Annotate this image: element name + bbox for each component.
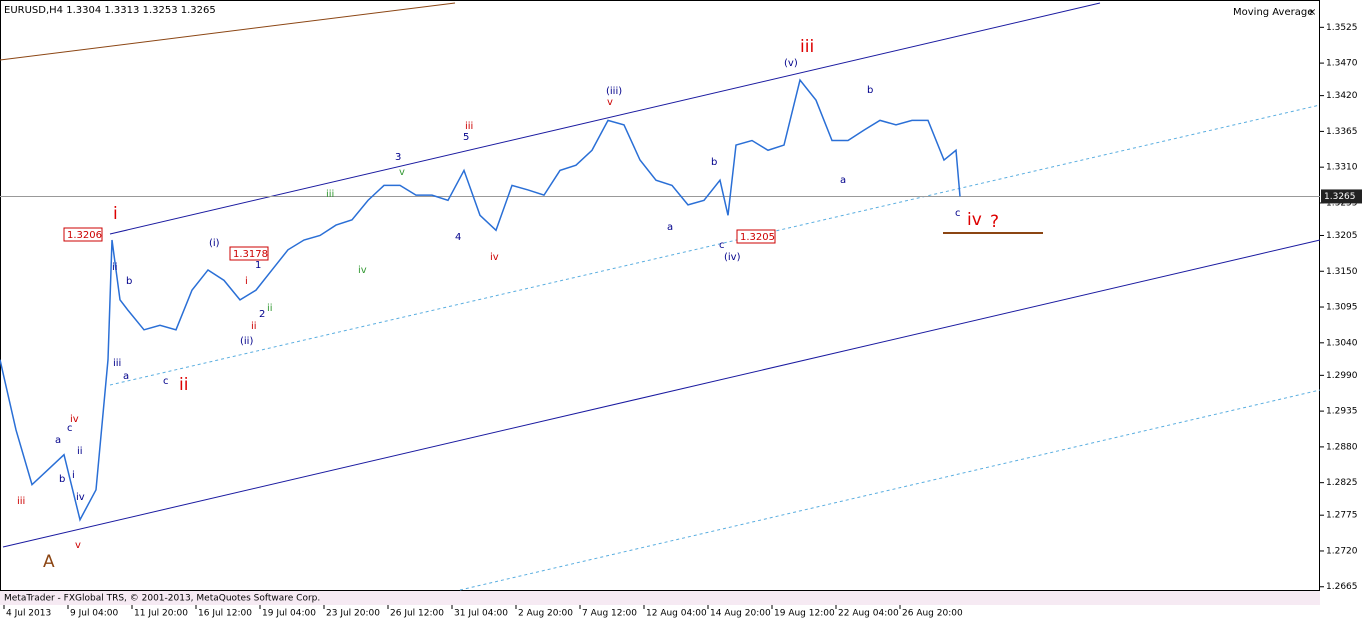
wave-label: iv (490, 252, 499, 263)
y-tick-label: 1.2665 (1326, 582, 1358, 592)
x-tick-label: 4 Jul 2013 (6, 609, 51, 619)
channel-mid (109, 104, 1321, 386)
wave-label: iii (17, 496, 25, 507)
wave-label: 1 (255, 260, 261, 271)
x-tick-label: 12 Aug 04:00 (646, 609, 707, 619)
wave-label: 3 (395, 152, 401, 163)
wave-label: ii (179, 375, 188, 395)
y-tick-label: 1.2935 (1326, 407, 1358, 417)
price-box (736, 229, 776, 244)
y-tick-label: 1.3365 (1326, 127, 1358, 137)
channel-upper (109, 2, 1101, 235)
wave-label: (iv) (724, 252, 741, 263)
wave-label: v (399, 167, 405, 178)
y-tick-label: 1.2990 (1326, 371, 1358, 381)
plot-frame (0, 0, 1320, 591)
price-line (0, 78, 961, 522)
wave-label: a (123, 371, 129, 382)
wave-label: a (55, 435, 61, 446)
price-box (63, 227, 103, 242)
y-tick-label: 1.3095 (1326, 303, 1358, 313)
y-tick-label: 1.3205 (1326, 231, 1358, 241)
y-tick-label: 1.3255 (1326, 198, 1358, 208)
wave-label: iii (326, 189, 334, 200)
subwindow (0, 591, 1320, 605)
y-tick-label: 1.3420 (1326, 91, 1358, 101)
y-tick-label: 1.2880 (1326, 442, 1358, 452)
wave-label: v (607, 97, 613, 108)
x-tick-label: 19 Aug 12:00 (774, 609, 835, 619)
y-tick-label: 1.3040 (1326, 338, 1358, 348)
current-price-box (1321, 189, 1362, 204)
x-tick-label: 19 Jul 04:00 (262, 609, 316, 619)
price-box-label: 1.3178 (233, 249, 268, 260)
wave-label: b (59, 474, 65, 485)
footer: MetaTrader - FXGlobal TRS, © 2001-2013, … (4, 594, 320, 604)
x-tick-label: 9 Jul 04:00 (70, 609, 119, 619)
price-box-label: 1.3206 (67, 230, 102, 241)
wave-label: ii (267, 303, 273, 314)
wave-label: b (867, 85, 873, 96)
wave-label: 2 (259, 309, 265, 320)
y-tick-label: 1.3470 (1326, 59, 1358, 69)
wave-label: (i) (209, 238, 220, 249)
x-tick-label: 11 Jul 20:00 (134, 609, 188, 619)
wave-label: A (43, 552, 55, 572)
indicator-label: Moving Average (1233, 7, 1313, 18)
wave-label: ii (251, 321, 257, 332)
price-box-label: 1.3205 (740, 232, 775, 243)
close-icon[interactable]: × (1308, 7, 1316, 18)
wave-label: ii (77, 446, 83, 457)
wave-label: a (840, 175, 846, 186)
channel-lower (2, 239, 1321, 548)
x-tick-label: 26 Jul 12:00 (390, 609, 444, 619)
wave-label: c (719, 240, 725, 251)
wave-label: (v) (784, 58, 798, 69)
wave-label: iv (358, 265, 367, 276)
y-tick-label: 1.2775 (1326, 511, 1358, 521)
x-tick-label: 7 Aug 12:00 (582, 609, 637, 619)
x-tick-label: 23 Jul 20:00 (326, 609, 380, 619)
x-tick-label: 26 Aug 20:00 (902, 609, 963, 619)
wave-label: iii (800, 37, 814, 57)
wave-label: c (67, 423, 73, 434)
wave-label: i (113, 204, 118, 224)
x-tick-label: 14 Aug 20:00 (710, 609, 771, 619)
wave-label: iii (465, 121, 473, 132)
wave-label: ii (112, 262, 118, 273)
wave-label: 5 (463, 132, 469, 143)
y-tick-label: 1.3310 (1326, 163, 1358, 173)
wave-label: iv (76, 492, 85, 503)
x-tick-label: 2 Aug 20:00 (518, 609, 573, 619)
wave-label: b (711, 157, 717, 168)
wave-label: iv (70, 414, 79, 425)
wave-label: iii (113, 358, 121, 369)
wave-label: c (163, 376, 169, 387)
wave-label: ? (990, 212, 999, 232)
wave-label: 4 (455, 232, 461, 243)
y-tick-label: 1.2720 (1326, 546, 1358, 556)
y-tick-label: 1.3150 (1326, 267, 1358, 277)
y-tick-label: 1.2825 (1326, 478, 1358, 488)
wave-label: i (72, 470, 75, 481)
wave-label: i (245, 276, 248, 287)
x-tick-label: 22 Aug 04:00 (838, 609, 899, 619)
x-tick-label: 31 Jul 04:00 (454, 609, 508, 619)
x-tick-label: 16 Jul 12:00 (198, 609, 252, 619)
header: EURUSD,H4 1.3304 1.3313 1.3253 1.3265 (4, 5, 216, 16)
wave-label: v (75, 540, 81, 551)
wave-label: (ii) (240, 336, 253, 347)
current-price-label: 1.3265 (1324, 192, 1356, 202)
wave-label: iv (967, 210, 982, 230)
wave-label: c (955, 208, 961, 219)
price-box (229, 246, 269, 261)
trend-line (0, 2, 456, 61)
y-tick-label: 1.3525 (1326, 23, 1358, 33)
wave-label: (iii) (606, 86, 622, 97)
wave-label: b (126, 276, 132, 287)
wave-label: a (667, 222, 673, 233)
